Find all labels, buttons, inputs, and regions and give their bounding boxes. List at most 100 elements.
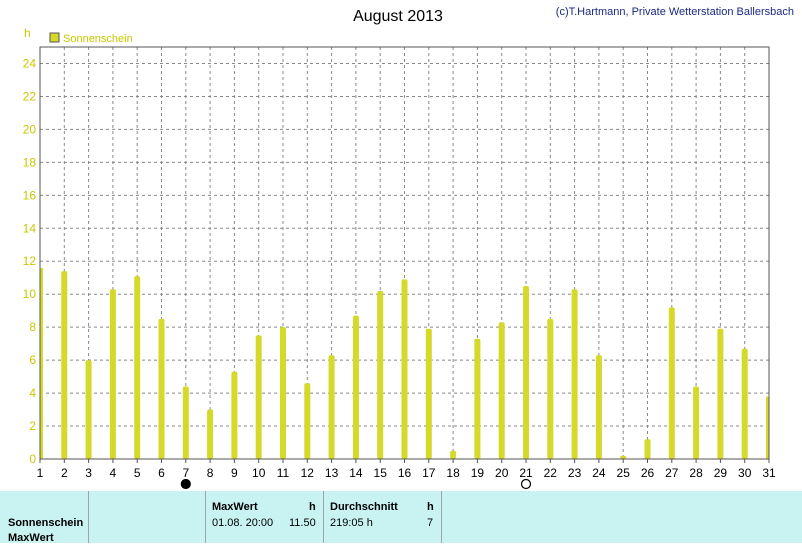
- x-tick-label: 9: [231, 466, 238, 480]
- x-tick-label: 21: [519, 466, 533, 480]
- y-tick-label: 4: [29, 386, 36, 400]
- summary-table: Sonnenschein MaxWert MaxWert h 01.08. 20…: [0, 491, 802, 544]
- x-tick-label: 11: [277, 466, 290, 480]
- x-tick-label: 19: [471, 466, 485, 480]
- bar: [231, 371, 238, 459]
- x-tick-label: 15: [374, 466, 388, 480]
- avg-total: 219:05 h: [330, 517, 373, 529]
- column-divider: [205, 491, 206, 543]
- bar: [425, 328, 432, 459]
- y-axis-unit: h: [24, 26, 31, 40]
- sunshine-chart: August 2013 (c)T.Hartmann, Private Wette…: [23, 6, 794, 490]
- x-tick-label: 24: [592, 466, 606, 480]
- max-value: 11.50: [289, 517, 316, 529]
- bar: [595, 355, 602, 459]
- bar: [620, 455, 627, 459]
- row-label-maxwert: MaxWert: [8, 532, 54, 544]
- x-tick-label: 5: [134, 466, 141, 480]
- x-tick-label: 12: [301, 466, 315, 480]
- x-tick-label: 3: [85, 466, 92, 480]
- bar: [766, 396, 769, 459]
- y-tick-label: 14: [23, 221, 37, 235]
- x-tick-label: 31: [762, 466, 776, 480]
- x-tick-label: 17: [422, 466, 436, 480]
- x-tick-label: 16: [398, 466, 412, 480]
- bar: [571, 289, 578, 459]
- bar: [741, 348, 748, 459]
- y-tick-label: 12: [23, 254, 37, 268]
- avg-value: 7: [427, 517, 434, 529]
- x-tick-label: 2: [61, 466, 68, 480]
- column-divider: [323, 491, 324, 543]
- x-tick-label: 29: [714, 466, 728, 480]
- bar: [352, 315, 359, 459]
- x-tick-label: 6: [158, 466, 165, 480]
- bar: [158, 318, 165, 459]
- bar: [207, 409, 214, 459]
- bar: [182, 386, 189, 459]
- x-tick-label: 7: [182, 466, 189, 480]
- avg-header: Durchschnitt: [330, 501, 398, 513]
- avg-unit: h: [427, 501, 434, 513]
- bar: [280, 327, 286, 459]
- x-tick-label: 22: [544, 466, 558, 480]
- y-tick-label: 2: [29, 419, 36, 433]
- bar: [255, 335, 262, 459]
- max-datetime: 01.08. 20:00: [212, 517, 274, 529]
- y-tick-label: 8: [29, 320, 36, 334]
- bars: [40, 267, 769, 459]
- bar: [717, 328, 724, 459]
- x-tick-label: 1: [37, 466, 44, 480]
- y-tick-label: 22: [23, 89, 37, 103]
- max-unit: h: [309, 501, 316, 513]
- x-tick-label: 28: [689, 466, 703, 480]
- x-axis-ticks: 1 2 3 4 5 6 7 8 9 10 11 12 13 14 15 16 17 18 19 20 21 22 23 24 2…: [37, 459, 776, 480]
- bar: [85, 360, 92, 459]
- y-tick-label: 0: [29, 452, 36, 466]
- x-tick-label: 25: [617, 466, 631, 480]
- credit-text: (c)T.Hartmann, Private Wetterstation Bal…: [556, 6, 794, 18]
- bar: [450, 450, 457, 459]
- full-moon-icon: [520, 478, 532, 490]
- bar: [304, 383, 311, 459]
- bar: [61, 271, 68, 459]
- x-tick-label: 27: [665, 466, 679, 480]
- legend-label: Sonnenschein: [63, 33, 133, 45]
- x-tick-label: 23: [568, 466, 582, 480]
- max-header: MaxWert: [212, 501, 258, 513]
- bar: [644, 439, 651, 459]
- bar: [474, 338, 481, 459]
- chart-title: August 2013: [353, 8, 443, 25]
- row-label-sunshine: Sonnenschein: [8, 517, 84, 529]
- new-moon-icon: [180, 478, 191, 490]
- y-tick-label: 20: [23, 122, 37, 136]
- x-tick-label: 14: [349, 466, 363, 480]
- x-tick-label: 4: [110, 466, 117, 480]
- y-tick-label: 10: [23, 287, 37, 301]
- x-tick-label: 8: [207, 466, 214, 480]
- moon-phase-markers: [180, 478, 532, 490]
- bar: [693, 386, 700, 459]
- bar: [668, 307, 675, 459]
- y-tick-label: 24: [23, 56, 37, 70]
- x-tick-label: 26: [641, 466, 655, 480]
- bar: [109, 289, 116, 459]
- y-tick-label: 16: [23, 188, 37, 202]
- plot-frame: [39, 46, 770, 460]
- column-divider: [88, 491, 89, 543]
- x-tick-label: 13: [325, 466, 339, 480]
- x-tick-label: 10: [252, 466, 266, 480]
- column-divider: [441, 491, 442, 543]
- x-tick-label: 30: [738, 466, 752, 480]
- bar: [547, 318, 554, 459]
- bar: [401, 279, 408, 459]
- legend-swatch: [49, 32, 60, 43]
- y-tick-label: 6: [29, 353, 36, 367]
- y-tick-label: 18: [23, 155, 37, 169]
- bar: [40, 267, 43, 459]
- x-tick-label: 18: [446, 466, 460, 480]
- bar: [523, 285, 529, 459]
- bar: [328, 355, 335, 459]
- bar: [377, 290, 384, 459]
